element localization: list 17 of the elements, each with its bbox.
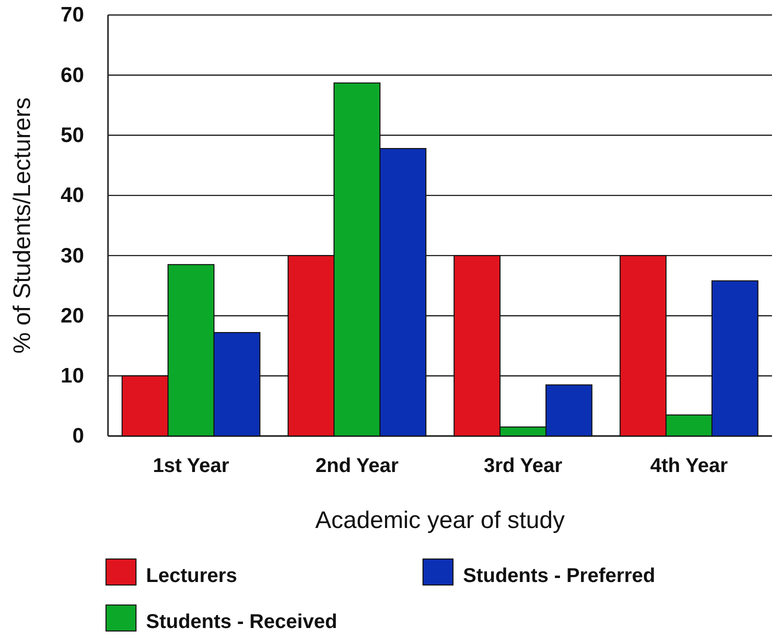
x-tick-label: 1st Year <box>152 455 230 478</box>
y-tick-label: 50 <box>60 124 84 148</box>
y-tick-label: 30 <box>60 244 84 268</box>
y-tick-label: 20 <box>60 304 84 328</box>
y-tick-label: 40 <box>60 184 84 208</box>
legend-label: Students - Preferred <box>463 565 656 587</box>
y-tick-label: 60 <box>60 64 84 87</box>
y-axis-title: % of Students/Lecturers <box>9 97 36 354</box>
x-axis-title: Academic year of study <box>315 507 565 534</box>
y-tick-label: 70 <box>60 4 84 27</box>
y-tick-label: 0 <box>72 424 84 448</box>
y-tick-label: 10 <box>60 364 84 388</box>
legend-label: Lecturers <box>146 565 238 587</box>
legend-label: Students - Received <box>146 611 338 633</box>
x-tick-label: 2nd Year <box>315 455 399 478</box>
x-tick-label: 4th Year <box>650 455 728 478</box>
x-tick-label: 3rd Year <box>484 455 563 478</box>
